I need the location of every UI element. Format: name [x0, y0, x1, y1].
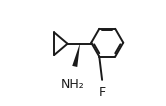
- Polygon shape: [72, 44, 80, 67]
- Text: NH₂: NH₂: [61, 78, 84, 91]
- Text: F: F: [99, 86, 106, 99]
